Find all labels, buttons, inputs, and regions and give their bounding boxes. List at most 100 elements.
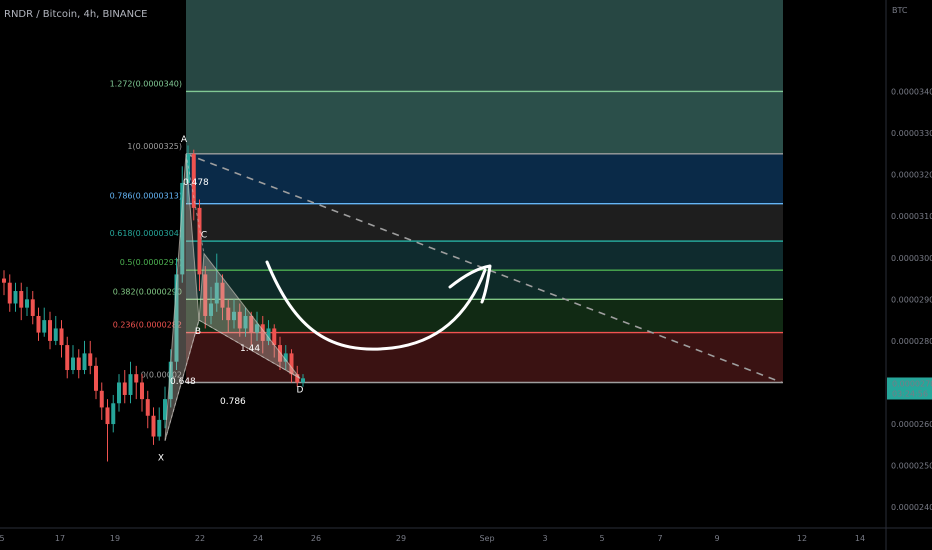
candle-body: [232, 311, 236, 321]
candle-body: [145, 399, 150, 416]
candle-body: [243, 315, 248, 329]
fib-zone: [186, 153, 783, 204]
time-tick-label: 26: [311, 534, 321, 543]
candle-body: [117, 382, 121, 404]
candle-body: [19, 291, 24, 308]
pattern-leg-xb: [164, 319, 200, 441]
candle-body: [30, 299, 35, 316]
candle-body: [42, 320, 47, 333]
candle-body: [134, 374, 139, 383]
price-tick-label: 0.0000310: [891, 212, 932, 221]
price-tick-label: 0.0000250: [891, 462, 932, 471]
candle-body: [191, 153, 196, 208]
candle-body: [180, 182, 185, 275]
candle-body: [237, 311, 242, 329]
time-tick-label: Sep: [479, 534, 494, 543]
candle-body: [122, 382, 127, 395]
time-tick-label: 29: [396, 534, 406, 543]
time-tick-label: 14: [855, 534, 865, 543]
pattern-point-label: X: [158, 454, 164, 464]
price-tick-label: 0.0000330: [891, 129, 932, 138]
candle-body: [53, 328, 58, 341]
fib-level-label: 0(0.00002: [141, 370, 182, 379]
price-countdown: 03:24:56: [892, 389, 928, 398]
pattern-ratio-label: 0.648: [170, 377, 196, 387]
price-tick-label: 0.0000260: [891, 420, 932, 429]
candle-body: [163, 399, 167, 420]
candle-body: [128, 374, 133, 395]
chart-title: RNDR / Bitcoin, 4h, BINANCE: [4, 9, 148, 20]
current-price-value: 0.0000270: [892, 379, 932, 388]
price-tick-label: 0.0000340: [891, 87, 932, 96]
fib-zone: [186, 91, 783, 154]
fib-level-label: 0.236(0.0000282: [113, 321, 182, 330]
price-tick-label: 0.0000290: [891, 295, 932, 304]
fib-level-label: 1(0.0000325): [127, 142, 182, 151]
candle-body: [289, 353, 294, 375]
currency-label: BTC: [892, 6, 908, 15]
candle-body: [209, 303, 213, 316]
fib-zone: [186, 203, 783, 242]
fib-level-label: 0.5(0.0000297): [120, 258, 182, 267]
pattern-point-label: B: [195, 327, 201, 337]
candle-body: [283, 353, 288, 362]
candle-body: [157, 419, 162, 437]
forecast-arrow: [265, 260, 487, 351]
candle-body: [94, 365, 98, 391]
candle-body: [151, 415, 156, 437]
time-tick-label: 9: [714, 534, 719, 543]
candle-body: [76, 357, 81, 371]
candle-body: [48, 320, 52, 341]
candle-body: [82, 353, 87, 371]
fib-level-label: 0.618(0.0000304): [110, 229, 182, 238]
pattern-point-label: D: [297, 385, 304, 395]
candle-body: [99, 390, 104, 408]
pattern-ratio-label: 1.44: [240, 344, 260, 354]
candle-body: [278, 345, 282, 362]
candle-body: [36, 315, 41, 333]
candle-body: [7, 282, 12, 304]
candle-body: [2, 278, 6, 283]
fib-level-label: 0.382(0.0000290: [113, 287, 182, 296]
pattern-ratio-label: 0.478: [183, 178, 209, 188]
candle-body: [13, 291, 18, 304]
candle-body: [168, 361, 173, 400]
candle-body: [111, 403, 116, 425]
candle-body: [71, 357, 75, 371]
candle-body: [226, 307, 231, 321]
fib-zone-top: [186, 0, 783, 92]
pattern-point-label: A: [181, 135, 188, 145]
price-tick-label: 0.0000300: [891, 254, 932, 263]
candle-body: [174, 274, 179, 362]
candle-body: [105, 407, 110, 425]
fib-zone: [186, 299, 783, 333]
candle-body: [214, 282, 219, 304]
time-tick-label: 24: [253, 534, 263, 543]
time-tick-label: 3: [542, 534, 547, 543]
pattern-ratio-label: 0.786: [220, 397, 246, 407]
pattern-leg-ac: [185, 153, 205, 254]
candle-body: [65, 345, 70, 371]
pattern-point-label: C: [201, 231, 207, 241]
candle-body: [255, 324, 259, 333]
fib-level-label: 1.272(0.0000340): [110, 79, 182, 88]
time-tick-label: 22: [195, 534, 205, 543]
current-price-badge: [887, 377, 932, 400]
time-tick-label: 12: [797, 534, 807, 543]
price-tick-label: 0.0000280: [891, 337, 932, 346]
candle-body: [59, 328, 64, 346]
candle-body: [272, 328, 277, 346]
candle-body: [203, 274, 208, 316]
candle-body: [220, 282, 225, 308]
time-tick-label: 7: [657, 534, 662, 543]
pattern-leg-bd: [198, 319, 301, 379]
candle-body: [260, 324, 265, 341]
candle-body: [25, 299, 29, 308]
time-tick-label: 5: [0, 534, 5, 543]
price-tick-label: 0.0000240: [891, 503, 932, 512]
time-tick-label: 5: [599, 534, 604, 543]
candle-body: [295, 374, 300, 383]
forecast-arrowhead: [448, 264, 492, 304]
candle-body: [249, 315, 254, 333]
